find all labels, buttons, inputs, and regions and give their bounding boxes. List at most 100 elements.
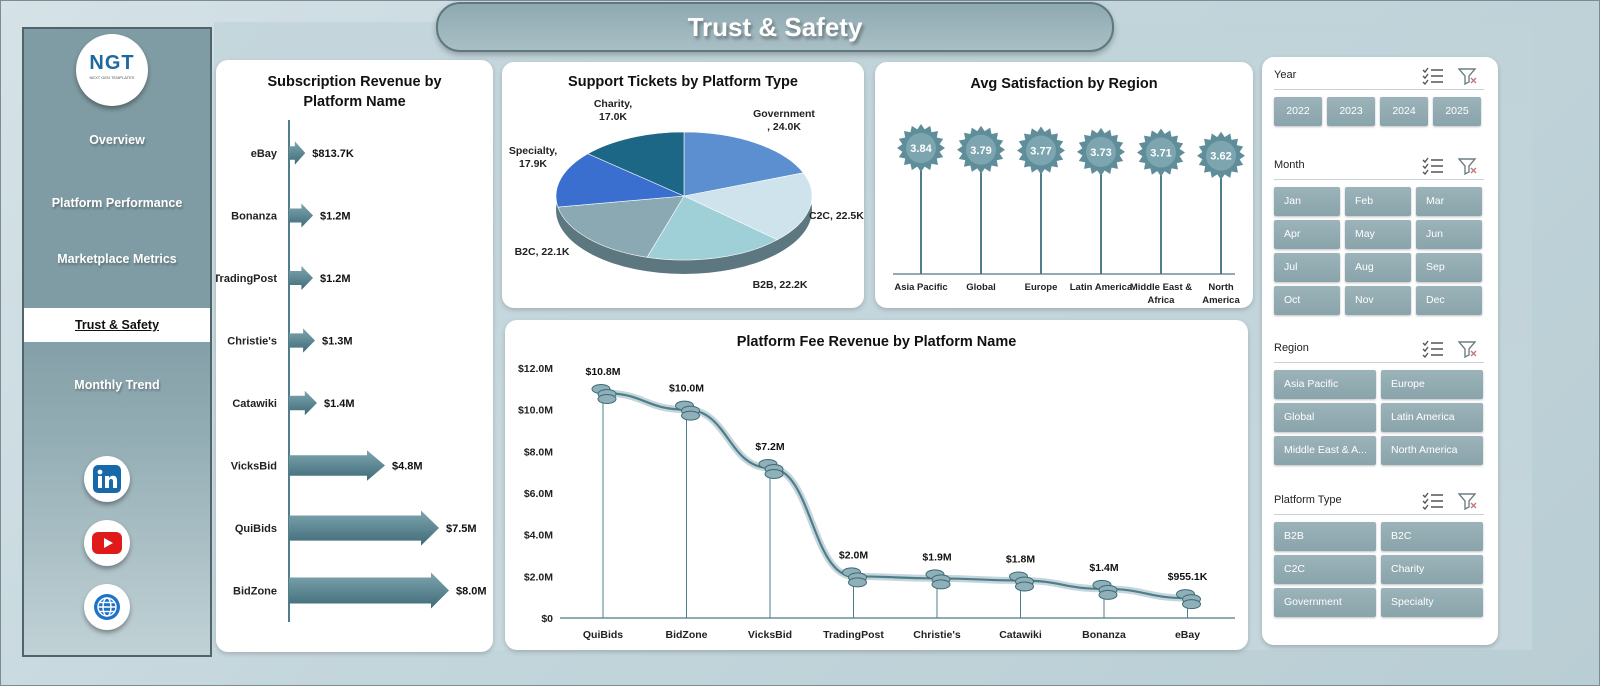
sidebar: NGT NEXT GEN TEMPLATES Overview Platform…: [22, 27, 212, 657]
year-slicer-button[interactable]: 2024: [1380, 97, 1428, 126]
logo-subtext: NEXT GEN TEMPLATES: [89, 75, 135, 80]
fee-data-label: $2.0M: [839, 549, 868, 561]
platform-type-slicer-button[interactable]: B2B: [1274, 522, 1376, 551]
month-slicer-button[interactable]: May: [1345, 220, 1411, 249]
platform-type-slicer-button[interactable]: Charity: [1381, 555, 1483, 584]
multi-select-icon[interactable]: [1422, 67, 1444, 89]
pie-slice-charity: [587, 131, 685, 197]
satisfaction-category-label: America: [1202, 295, 1240, 306]
subscription-bar-catawiki: [289, 390, 317, 416]
subscription-bar-bidzone: [289, 572, 449, 609]
satisfaction-marker-core: [1086, 136, 1116, 167]
region-slicer-button[interactable]: North America: [1381, 436, 1483, 465]
year-slicer-header: Year: [1274, 67, 1484, 90]
satisfaction-chart: 3.84 Asia Pacific 3.79 Global 3.77 Europe 3.73…: [893, 124, 1245, 306]
platform-type-slicer-button[interactable]: C2C: [1274, 555, 1376, 584]
platform-type-slicer-label: Platform Type: [1274, 494, 1342, 506]
subscription-chart: eBay $813.7K Bonanza $1.2M TradingPost $1.2M C…: [216, 120, 487, 622]
subscription-bar-bonanza: [289, 203, 313, 228]
month-slicer-button[interactable]: Jul: [1274, 253, 1340, 282]
region-slicer-button[interactable]: Europe: [1381, 370, 1483, 399]
clear-filter-icon[interactable]: [1457, 493, 1478, 514]
satisfaction-value-label: 3.71: [1150, 148, 1171, 160]
month-slicer-button[interactable]: Dec: [1416, 286, 1482, 315]
month-slicer-tools: [1422, 157, 1478, 180]
month-slicer-button[interactable]: Oct: [1274, 286, 1340, 315]
nav-monthly-trend[interactable]: Monthly Trend: [74, 378, 160, 392]
fee-y-tick-label: $2.0M: [524, 571, 553, 583]
month-slicer-button[interactable]: Apr: [1274, 220, 1340, 249]
multi-select-icon[interactable]: [1422, 492, 1444, 514]
region-slicer-button[interactable]: Latin America: [1381, 403, 1483, 432]
satisfaction-category-label: Latin America: [1070, 282, 1133, 293]
globe-icon[interactable]: [84, 584, 130, 630]
year-slicer-button[interactable]: 2022: [1274, 97, 1322, 126]
subscription-chart-title: Subscription Revenue by Platform Name: [216, 72, 493, 112]
clear-filter-icon[interactable]: [1457, 341, 1478, 362]
month-slicer-button[interactable]: Mar: [1416, 187, 1482, 216]
month-slicer-button[interactable]: Jun: [1416, 220, 1482, 249]
year-slicer-button[interactable]: 2023: [1327, 97, 1375, 126]
nav-overview[interactable]: Overview: [89, 133, 145, 147]
month-slicer-button[interactable]: Aug: [1345, 253, 1411, 282]
fee-y-tick-label: $10.0M: [518, 405, 553, 417]
satisfaction-marker-core: [966, 134, 996, 165]
slicer-panel: Year 2022 2023 2024 2025 Month Jan Feb Mar Apr May…: [1262, 57, 1498, 645]
region-slicer-button[interactable]: Asia Pacific: [1274, 370, 1376, 399]
year-slicer-button[interactable]: 2025: [1433, 97, 1481, 126]
brand-logo[interactable]: NGT NEXT GEN TEMPLATES: [76, 34, 148, 106]
subscription-bar-vicksbid: [289, 450, 385, 481]
logo-text: NGT: [89, 52, 135, 74]
subscription-bar-quibids: [289, 510, 439, 546]
nav-marketplace-metrics[interactable]: Marketplace Metrics: [57, 252, 177, 266]
satisfaction-category-label: North: [1208, 282, 1234, 293]
subscription-category-label: TradingPost: [216, 273, 277, 285]
subscription-bar-ebay: [289, 141, 306, 165]
tickets-pie-chart: Government, 24.0K C2C, 22.5K B2B, 22.2K B2C…: [509, 98, 864, 291]
pie-data-label: 17.9K: [519, 158, 547, 170]
nav-trust-safety[interactable]: Trust & Safety: [24, 308, 210, 342]
subscription-category-label: eBay: [251, 148, 278, 160]
multi-select-icon[interactable]: [1422, 340, 1444, 362]
fee-category-label: Bonanza: [1082, 629, 1126, 641]
platform-type-slicer-button[interactable]: Government: [1274, 588, 1376, 617]
subscription-category-label: Bonanza: [231, 211, 278, 223]
month-slicer-button[interactable]: Sep: [1416, 253, 1482, 282]
clear-filter-icon[interactable]: [1457, 68, 1478, 89]
subscription-revenue-card: Subscription Revenue by Platform Name eB…: [216, 60, 493, 652]
fee-category-label: Catawiki: [999, 629, 1042, 641]
fee-category-label: BidZone: [666, 629, 708, 641]
tickets-chart-title: Support Tickets by Platform Type: [568, 74, 798, 90]
support-tickets-card: Support Tickets by Platform Type Governm…: [502, 62, 864, 308]
linkedin-icon[interactable]: [84, 456, 130, 502]
subscription-data-label: $8.0M: [456, 586, 487, 598]
month-slicer-button[interactable]: Feb: [1345, 187, 1411, 216]
subscription-data-label: $1.4M: [324, 398, 355, 410]
month-slicer-header: Month: [1274, 157, 1484, 180]
fee-data-label: $10.8M: [585, 366, 620, 378]
satisfaction-chart-title: Avg Satisfaction by Region: [970, 76, 1158, 92]
fee-coin-marker: [1182, 599, 1201, 610]
fee-category-label: TradingPost: [823, 629, 884, 641]
fee-y-tick-label: $8.0M: [524, 446, 553, 458]
clear-filter-icon[interactable]: [1457, 158, 1478, 179]
fee-y-tick-label: $4.0M: [524, 530, 553, 542]
region-slicer-button[interactable]: Global: [1274, 403, 1376, 432]
fee-coin-marker: [681, 410, 700, 421]
fee-category-label: VicksBid: [748, 629, 792, 641]
pie-slice-specialty: [555, 153, 685, 208]
subscription-data-label: $813.7K: [312, 148, 354, 160]
pie-data-label: 17.0K: [599, 111, 627, 123]
platform-type-slicer-button[interactable]: Specialty: [1381, 588, 1483, 617]
fee-y-tick-label: $6.0M: [524, 488, 553, 500]
multi-select-icon[interactable]: [1422, 157, 1444, 179]
platform-type-slicer-button[interactable]: B2C: [1381, 522, 1483, 551]
satisfaction-marker-core: [1026, 135, 1056, 166]
month-slicer-button[interactable]: Nov: [1345, 286, 1411, 315]
youtube-icon[interactable]: [84, 520, 130, 566]
month-slicer-button[interactable]: Jan: [1274, 187, 1340, 216]
fee-y-tick-label: $0: [541, 613, 553, 625]
subscription-data-label: $1.2M: [320, 211, 351, 223]
nav-platform-performance[interactable]: Platform Performance: [51, 196, 183, 210]
region-slicer-button[interactable]: Middle East & A...: [1274, 436, 1376, 465]
